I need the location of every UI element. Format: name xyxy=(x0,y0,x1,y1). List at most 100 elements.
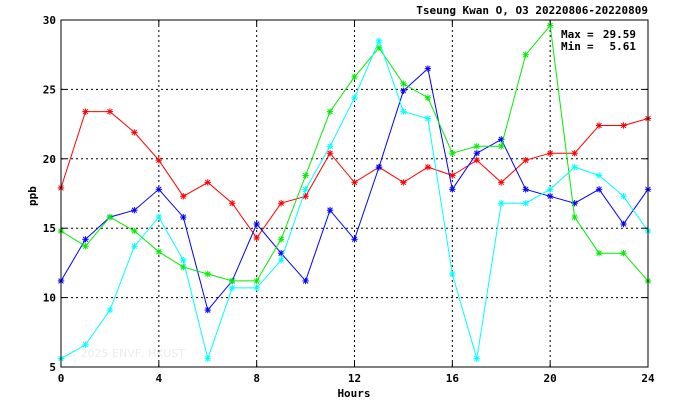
data-point-marker xyxy=(277,256,285,264)
data-point-marker xyxy=(229,284,236,292)
data-point-marker xyxy=(155,156,163,164)
data-point-marker xyxy=(498,143,505,150)
series-3 xyxy=(57,22,652,285)
data-point-marker xyxy=(155,248,163,255)
data-point-marker xyxy=(449,172,456,179)
data-point-marker xyxy=(253,234,260,242)
data-point-marker xyxy=(326,108,334,115)
series-4 xyxy=(57,37,652,362)
data-point-marker xyxy=(351,179,358,186)
max-equals: = xyxy=(587,28,594,41)
data-point-marker xyxy=(546,150,554,157)
y-tick-label: 30 xyxy=(43,14,56,27)
data-point-marker xyxy=(400,108,407,115)
data-point-marker xyxy=(424,163,432,171)
data-point-marker xyxy=(204,355,211,362)
axis-ticks: 0 4 8 12 16 20 24 5 10 15 20 25 30 xyxy=(43,14,655,385)
data-point-marker xyxy=(375,163,383,171)
data-point-marker xyxy=(522,51,529,58)
data-point-marker xyxy=(522,156,529,164)
chart-title: Tseung Kwan O, O3 20220806-20220809 xyxy=(416,4,648,17)
data-point-marker xyxy=(131,227,138,235)
data-point-marker xyxy=(131,129,138,136)
data-point-marker xyxy=(571,213,578,221)
data-point-marker xyxy=(449,186,456,193)
series-1 xyxy=(57,108,652,242)
data-point-marker xyxy=(326,150,334,157)
data-point-marker xyxy=(82,341,89,348)
x-tick-label: 4 xyxy=(156,372,163,385)
data-point-marker xyxy=(400,80,407,88)
y-tick-label: 15 xyxy=(43,222,56,235)
data-point-marker xyxy=(424,94,432,101)
y-tick-label: 25 xyxy=(43,83,56,96)
data-point-marker xyxy=(82,236,89,243)
data-point-marker xyxy=(253,220,260,228)
data-point-marker xyxy=(106,306,114,314)
data-point-marker xyxy=(302,186,309,193)
data-point-marker xyxy=(473,150,480,157)
data-point-marker xyxy=(620,193,627,200)
data-point-marker xyxy=(546,193,554,200)
data-point-marker xyxy=(302,172,309,179)
data-point-marker xyxy=(253,284,260,292)
data-point-marker xyxy=(155,186,163,193)
data-point-marker xyxy=(424,115,432,122)
data-point-marker xyxy=(82,243,89,250)
max-label: Max xyxy=(561,28,581,41)
data-point-marker xyxy=(498,200,505,207)
min-value: 5.61 xyxy=(610,40,637,53)
data-point-marker xyxy=(375,37,383,45)
data-point-marker xyxy=(595,186,603,193)
data-point-marker xyxy=(351,236,358,243)
data-point-marker xyxy=(204,270,211,278)
data-point-marker xyxy=(620,122,627,129)
min-equals: = xyxy=(587,40,594,53)
data-point-marker xyxy=(620,220,627,228)
data-point-marker xyxy=(400,179,407,186)
data-point-marker xyxy=(473,143,480,150)
data-point-marker xyxy=(522,200,529,207)
series-2 xyxy=(57,65,652,314)
min-label: Min xyxy=(561,40,581,53)
data-point-marker xyxy=(595,249,603,257)
data-point-marker xyxy=(180,213,187,221)
x-tick-label: 24 xyxy=(641,372,655,385)
data-point-marker xyxy=(400,87,407,94)
data-point-marker xyxy=(351,94,358,101)
data-point-marker xyxy=(595,172,603,179)
data-point-marker xyxy=(253,277,260,285)
data-point-marker xyxy=(155,213,163,221)
x-tick-label: 8 xyxy=(253,372,260,385)
data-point-marker xyxy=(449,270,456,278)
data-point-marker xyxy=(522,186,529,193)
data-point-marker xyxy=(204,306,211,314)
data-point-marker xyxy=(326,206,334,214)
max-min-annotation: Max = 29.59 Min = 5.61 xyxy=(561,28,636,53)
data-point-marker xyxy=(229,200,236,207)
data-point-marker xyxy=(595,122,603,129)
data-point-marker xyxy=(277,236,285,243)
grid xyxy=(61,20,648,367)
data-point-marker xyxy=(498,136,505,143)
data-point-marker xyxy=(204,179,211,186)
x-tick-label: 16 xyxy=(446,372,460,385)
data-point-marker xyxy=(351,73,358,81)
watermark: © 2025 ENVF, HKUST xyxy=(66,347,185,360)
data-point-marker xyxy=(326,143,334,150)
y-tick-label: 10 xyxy=(43,292,56,305)
data-point-marker xyxy=(449,150,456,157)
y-axis-title: ppb xyxy=(26,186,39,206)
data-point-marker xyxy=(180,256,187,264)
data-point-marker xyxy=(229,277,236,285)
data-point-marker xyxy=(106,108,114,115)
data-point-marker xyxy=(473,355,480,362)
plot-frame xyxy=(60,19,649,368)
data-point-marker xyxy=(180,193,187,200)
data-point-marker xyxy=(571,150,578,157)
data-point-marker xyxy=(277,200,285,207)
x-tick-label: 20 xyxy=(544,372,557,385)
max-value: 29.59 xyxy=(603,28,636,41)
data-point-marker xyxy=(131,243,138,250)
x-tick-label: 0 xyxy=(58,372,65,385)
